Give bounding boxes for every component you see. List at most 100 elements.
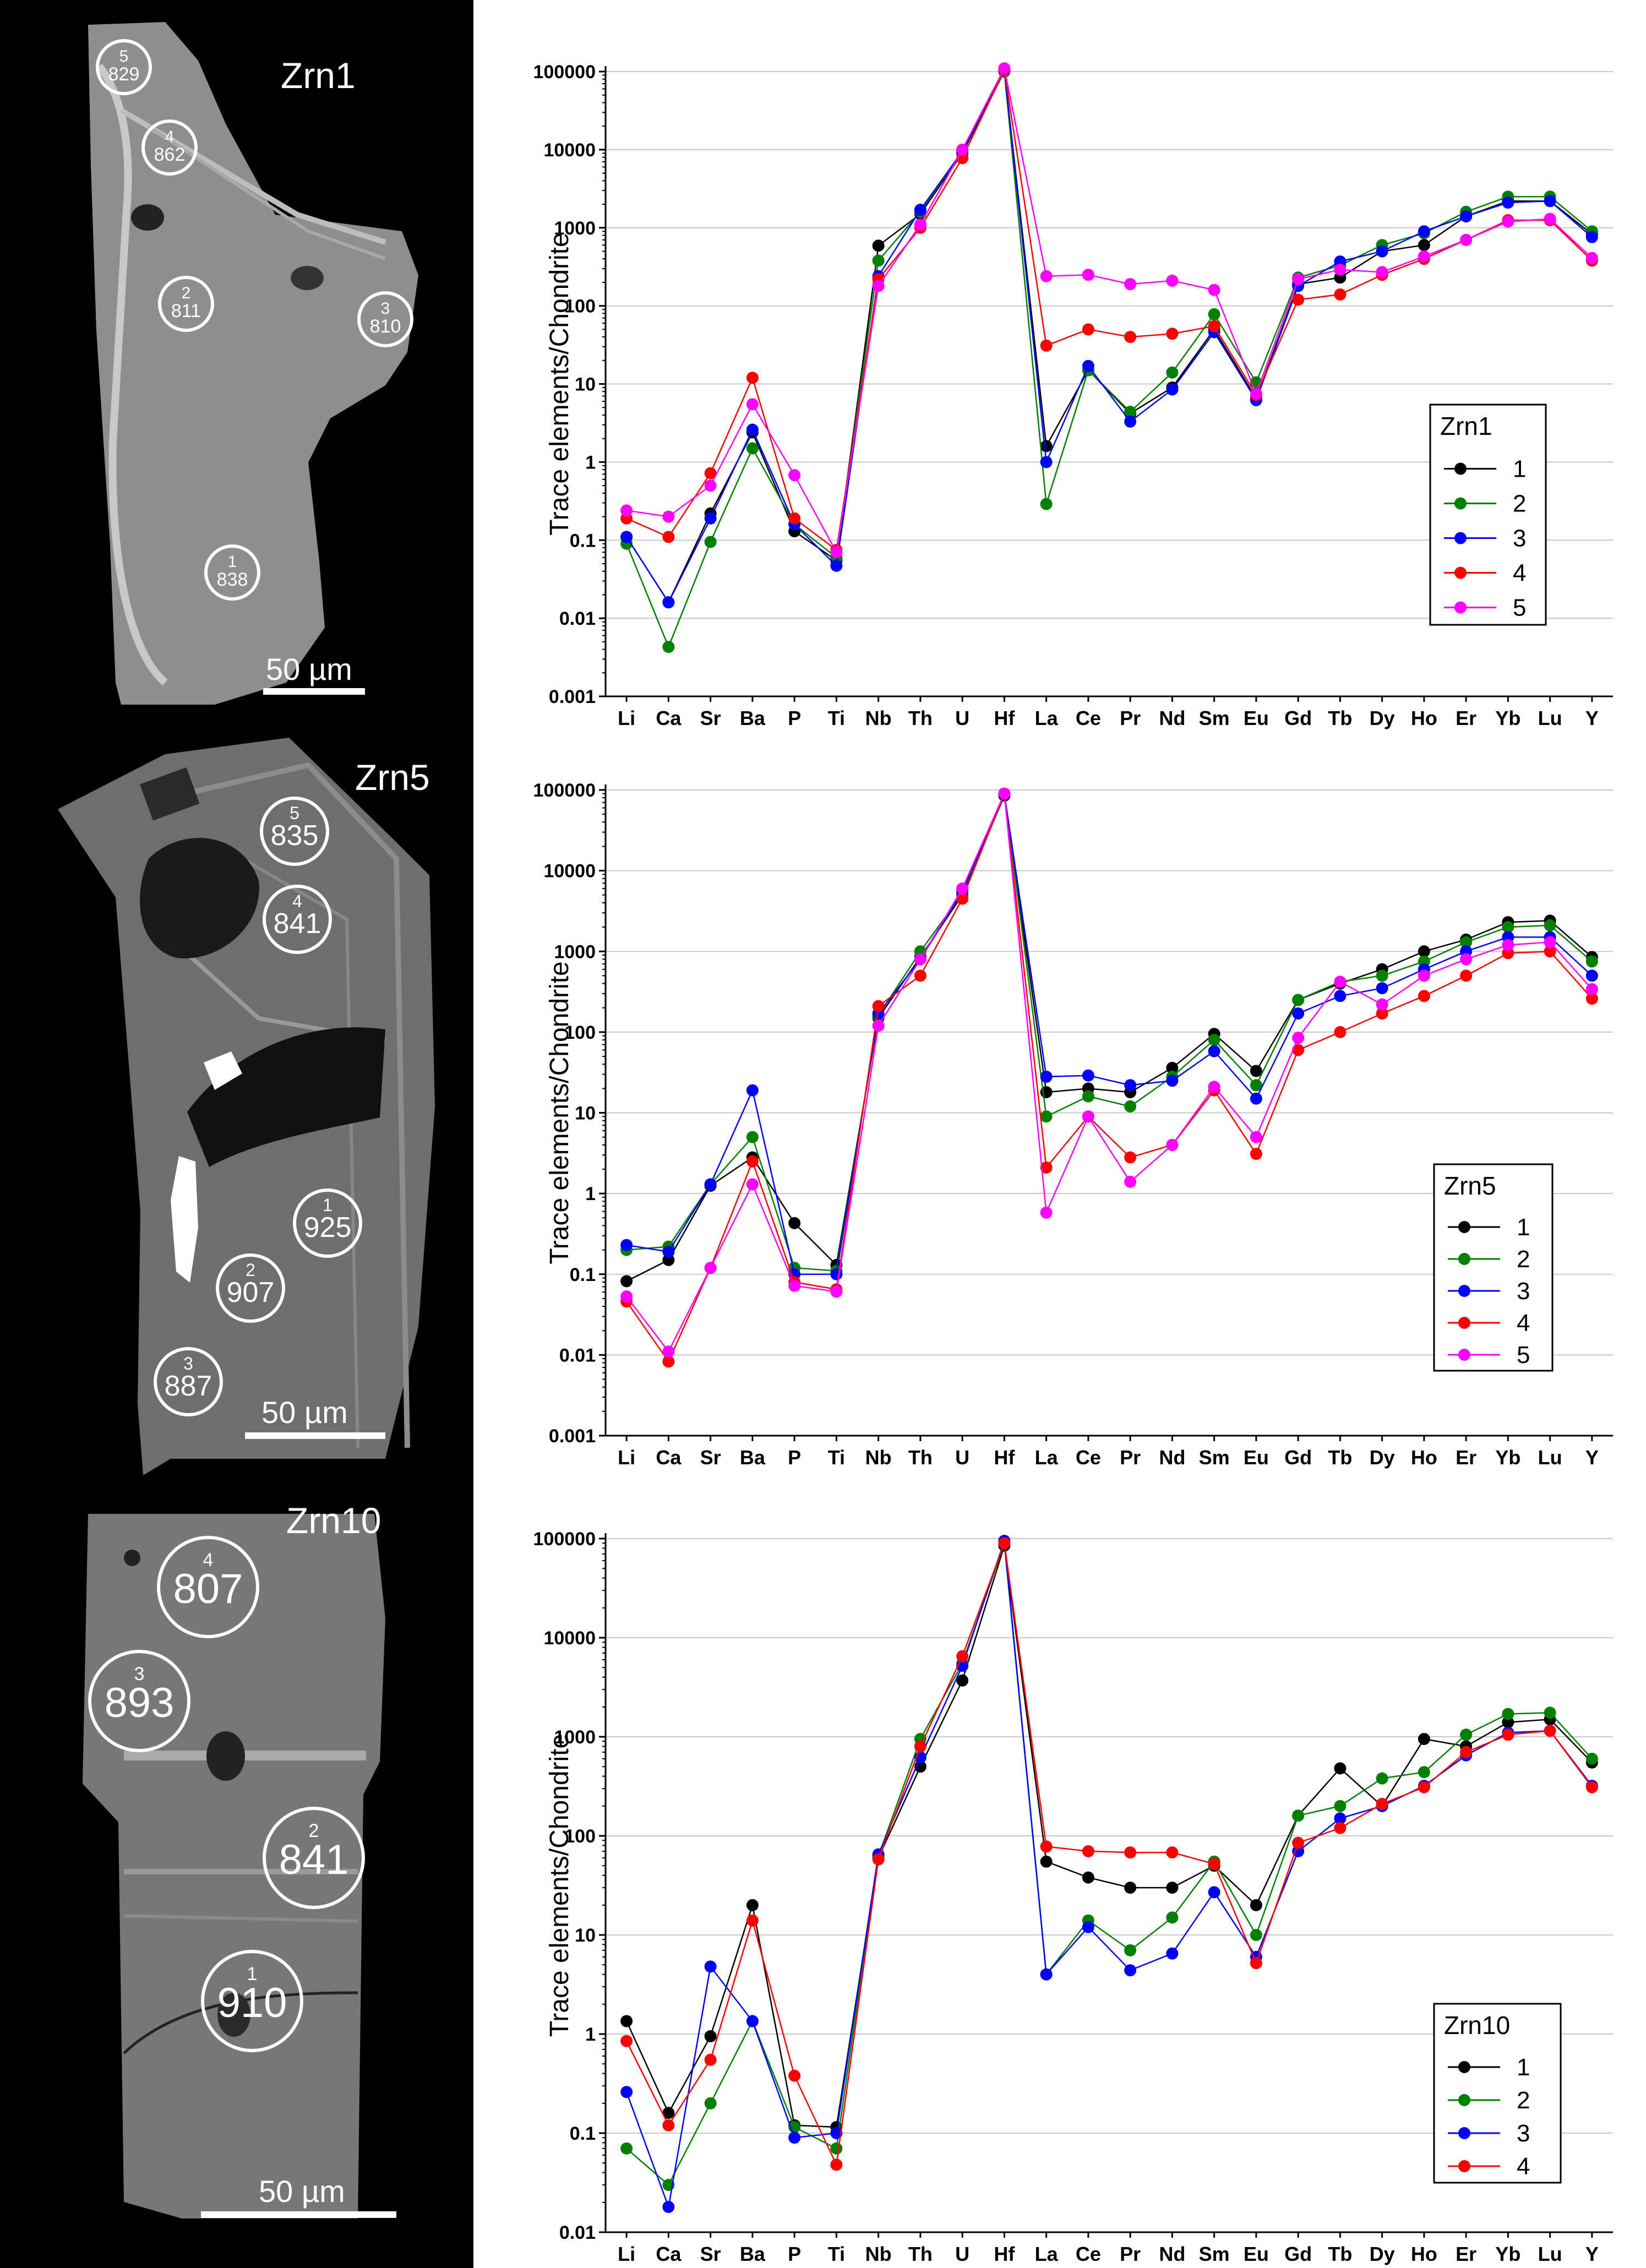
data-point	[1585, 969, 1598, 982]
data-point	[1334, 288, 1347, 301]
x-tick-label: Er	[1456, 2243, 1476, 2265]
series-line	[626, 793, 1593, 1363]
data-point	[1040, 456, 1053, 468]
grain-label: Zrn10	[286, 1500, 381, 1541]
legend-label: 2	[1517, 1246, 1530, 1273]
spot-marker: 5 829	[96, 39, 152, 95]
spot-marker: 2 811	[158, 276, 214, 332]
legend-label: 4	[1517, 1310, 1530, 1337]
y-tick-label: 0.01	[559, 608, 596, 629]
data-point	[1502, 1716, 1514, 1729]
x-tick-label: Sm	[1199, 1446, 1230, 1469]
data-point	[1292, 293, 1305, 306]
data-point	[1124, 1882, 1137, 1894]
x-tick-label: Ba	[740, 1446, 766, 1469]
data-point	[1292, 1044, 1305, 1056]
data-point	[872, 1853, 885, 1866]
data-point	[1124, 1151, 1137, 1164]
legend-label: 1	[1517, 1214, 1530, 1241]
x-tick-label: Tb	[1328, 2243, 1352, 2265]
x-tick-label: Y	[1585, 1446, 1599, 1469]
spot-age: 807	[173, 1566, 243, 1612]
spot-number: 1	[323, 1195, 333, 1215]
data-point	[1460, 969, 1473, 982]
zircon-grain-1	[88, 22, 418, 705]
spot-marker: 4 807	[157, 1536, 259, 1638]
data-point	[1166, 1882, 1179, 1894]
data-point	[662, 641, 675, 653]
data-point	[1544, 212, 1556, 225]
data-point	[704, 467, 717, 479]
data-point	[956, 1674, 969, 1687]
spot-marker: 4 841	[263, 885, 332, 954]
data-point	[1460, 936, 1473, 948]
grain-label: Zrn5	[355, 757, 430, 798]
data-point	[1334, 1762, 1347, 1775]
data-point	[1585, 993, 1598, 1005]
x-tick-label: Li	[618, 2243, 635, 2265]
data-point	[914, 1740, 926, 1753]
data-point	[1418, 969, 1430, 982]
data-point	[1250, 1065, 1262, 1077]
data-point	[620, 531, 633, 543]
data-point	[1292, 273, 1305, 286]
data-point	[1502, 1729, 1514, 1741]
data-point	[830, 1285, 843, 1298]
data-point	[1250, 388, 1262, 400]
data-point	[1250, 1079, 1262, 1092]
data-point	[1585, 231, 1598, 243]
legend-marker	[1454, 497, 1467, 510]
data-point	[1040, 1161, 1053, 1174]
data-point	[1166, 1061, 1179, 1074]
data-point	[1250, 1899, 1262, 1911]
data-point	[1208, 320, 1220, 332]
data-point	[788, 1217, 801, 1229]
spot-number: 4	[203, 1550, 214, 1571]
data-point	[872, 1019, 885, 1032]
x-tick-label: Ca	[656, 1446, 682, 1469]
data-point	[1334, 1812, 1347, 1825]
x-tick-label: Sr	[700, 2243, 721, 2265]
x-tick-label: Yb	[1495, 1446, 1520, 1469]
data-point	[1502, 921, 1514, 934]
series-line	[626, 67, 1593, 604]
x-tick-label: Nd	[1159, 1446, 1185, 1469]
spot-age: 887	[165, 1370, 212, 1402]
data-point	[1460, 953, 1473, 966]
y-tick-label: 0.001	[549, 1426, 596, 1447]
data-point	[1208, 1858, 1220, 1871]
data-point	[1292, 1007, 1305, 1020]
legend-title: Zrn5	[1444, 1171, 1496, 1200]
grain-label: Zrn1	[281, 55, 356, 96]
spot-age: 811	[171, 301, 201, 321]
data-point	[830, 2127, 843, 2139]
legend-label: 3	[1513, 525, 1526, 552]
ree-chart-zrn5: 0.001 0.01 0.1 1 10 100 1000 10000 100000 Li Ca Sr B…	[533, 780, 1613, 1469]
x-tick-label: Nb	[865, 1446, 892, 1469]
data-point	[1544, 1707, 1556, 1719]
data-point	[872, 280, 885, 292]
data-point	[1544, 919, 1556, 932]
spot-marker: 5 835	[260, 797, 329, 866]
legend-marker	[1458, 2160, 1470, 2172]
data-point	[830, 1268, 843, 1280]
data-point	[1460, 1746, 1473, 1758]
y-tick-label: 10	[575, 1103, 596, 1124]
data-point	[746, 1178, 759, 1191]
x-tick-label: Ba	[740, 2243, 766, 2265]
data-point	[704, 2030, 717, 2043]
data-point	[998, 62, 1011, 75]
x-tick-label: Sr	[700, 1446, 721, 1469]
data-point	[1376, 982, 1388, 995]
legend-title: Zrn1	[1440, 412, 1492, 440]
scale-bar-label: 50 µm	[261, 1395, 348, 1430]
y-tick-label: 1000	[554, 1727, 596, 1748]
data-point	[1418, 1733, 1430, 1746]
y-axis-title: Trace elements/Chondrite	[545, 961, 574, 1264]
x-tick-label: Nd	[1159, 2243, 1185, 2265]
data-point	[746, 2015, 759, 2027]
spot-number: 5	[290, 803, 299, 823]
x-tick-label: Ce	[1076, 1446, 1101, 1469]
data-point	[1250, 1148, 1262, 1160]
data-point	[746, 442, 759, 455]
